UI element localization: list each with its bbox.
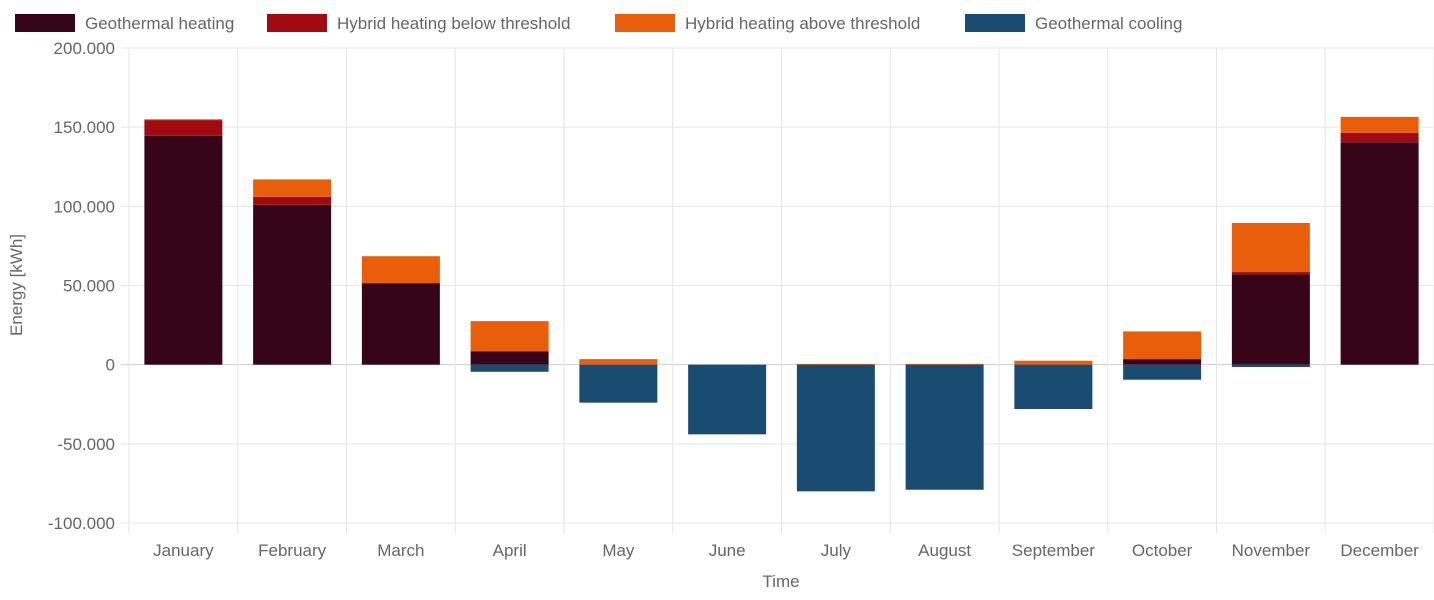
bar-november-series-1[interactable]: [1231, 272, 1310, 275]
bar-october-series-2[interactable]: [1123, 331, 1202, 360]
bar-november-series-0[interactable]: [1231, 274, 1310, 365]
bar-april-series-0[interactable]: [470, 351, 549, 365]
bar-april-series-2[interactable]: [470, 321, 549, 352]
y-tick-label-3: 50.000: [63, 277, 115, 296]
y-tick-label-0: 200.000: [54, 39, 115, 58]
x-tick-label-1: February: [258, 541, 327, 560]
legend-label-2[interactable]: Hybrid heating above threshold: [685, 14, 920, 33]
bar-july-series-3[interactable]: [796, 364, 875, 492]
x-tick-label-7: August: [918, 541, 971, 560]
bar-may-series-3[interactable]: [579, 364, 658, 403]
bar-january-series-0[interactable]: [144, 135, 223, 365]
x-axis: January February March April May June July Augu…: [153, 541, 1419, 560]
y-tick-label-4: 0: [106, 356, 115, 375]
x-tick-label-4: May: [602, 541, 635, 560]
legend-swatch-1[interactable]: [267, 14, 327, 32]
legend-label-3[interactable]: Geothermal cooling: [1035, 14, 1182, 33]
x-tick-label-9: October: [1132, 541, 1193, 560]
x-tick-label-11: December: [1340, 541, 1419, 560]
bar-february-series-2[interactable]: [253, 179, 332, 197]
y-tick-label-2: 100.000: [54, 197, 115, 216]
grid: [121, 47, 1434, 533]
bar-april-series-3[interactable]: [470, 364, 549, 372]
legend-label-1[interactable]: Hybrid heating below threshold: [337, 14, 570, 33]
y-tick-label-6: -100.000: [48, 514, 115, 533]
bar-february-series-1[interactable]: [253, 196, 332, 205]
x-axis-title: Time: [762, 572, 799, 591]
legend-swatch-2[interactable]: [615, 14, 675, 32]
legend-swatch-0[interactable]: [15, 14, 75, 32]
bar-december-series-0[interactable]: [1340, 142, 1419, 365]
legend: Geothermal heating Hybrid heating below t…: [15, 14, 1182, 33]
x-tick-label-6: July: [821, 541, 852, 560]
bar-january-series-1[interactable]: [144, 120, 223, 136]
bar-november-series-3[interactable]: [1231, 364, 1310, 368]
bar-october-series-0[interactable]: [1123, 359, 1202, 365]
x-tick-label-8: September: [1012, 541, 1095, 560]
x-tick-label-10: November: [1232, 541, 1311, 560]
bar-january-series-2[interactable]: [144, 119, 223, 121]
bars: [144, 116, 1419, 492]
bar-june-series-3[interactable]: [688, 364, 767, 435]
bar-february-series-0[interactable]: [253, 204, 332, 365]
bar-august-series-2[interactable]: [905, 363, 984, 365]
x-tick-label-3: April: [493, 541, 527, 560]
bar-march-series-2[interactable]: [361, 256, 440, 284]
bar-july-series-2[interactable]: [796, 363, 875, 365]
y-tick-label-5: -50.000: [57, 435, 115, 454]
x-tick-label-0: January: [153, 541, 214, 560]
bar-september-series-2[interactable]: [1014, 360, 1093, 365]
legend-swatch-3[interactable]: [965, 14, 1025, 32]
bar-december-series-1[interactable]: [1340, 132, 1419, 143]
bar-may-series-2[interactable]: [579, 359, 658, 365]
bar-december-series-2[interactable]: [1340, 116, 1419, 133]
bar-august-series-3[interactable]: [905, 364, 984, 490]
y-axis-title: Energy [kWh]: [7, 234, 26, 336]
y-tick-label-1: 150.000: [54, 118, 115, 137]
x-tick-label-2: March: [377, 541, 424, 560]
legend-label-0[interactable]: Geothermal heating: [85, 14, 234, 33]
bar-october-series-3[interactable]: [1123, 364, 1202, 380]
bar-march-series-0[interactable]: [361, 283, 440, 365]
bar-november-series-2[interactable]: [1231, 222, 1310, 273]
x-tick-label-5: June: [709, 541, 746, 560]
y-axis: 200.000 150.000 100.000 50.000 0 -50.000 -100.…: [48, 39, 115, 533]
bar-september-series-3[interactable]: [1014, 364, 1093, 409]
